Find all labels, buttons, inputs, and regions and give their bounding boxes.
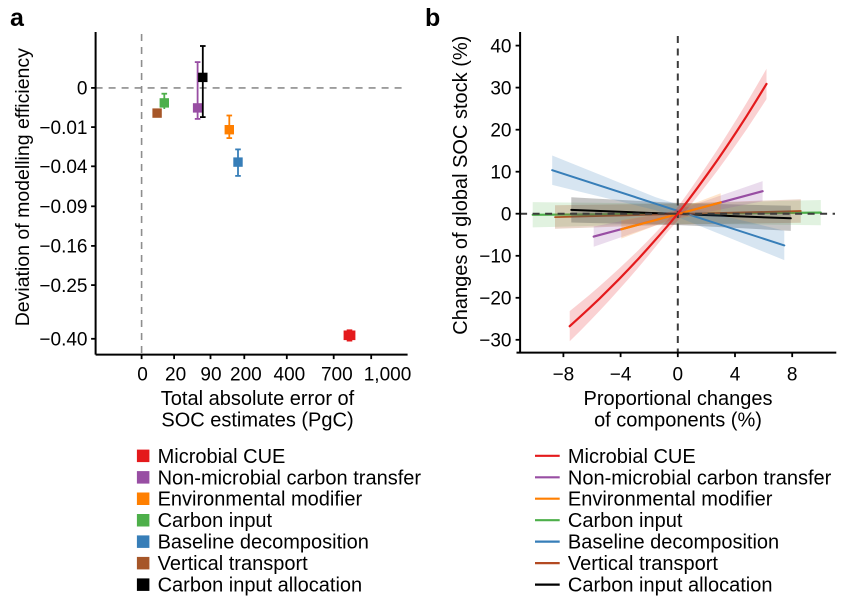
svg-text:Non-microbial carbon transfer: Non-microbial carbon transfer (568, 467, 832, 489)
svg-text:0: 0 (137, 365, 148, 386)
svg-text:1,000: 1,000 (364, 365, 412, 386)
svg-text:−0.09: −0.09 (39, 197, 87, 218)
svg-text:Proportional changes: Proportional changes (583, 388, 772, 410)
svg-text:−0.04: −0.04 (39, 157, 88, 178)
svg-text:Carbon input: Carbon input (158, 510, 273, 532)
svg-text:400: 400 (274, 365, 306, 386)
svg-text:Carbon input allocation: Carbon input allocation (158, 575, 363, 597)
svg-text:0: 0 (77, 79, 88, 100)
svg-text:Vertical transport: Vertical transport (568, 553, 719, 575)
svg-text:Changes of global SOC stock (%: Changes of global SOC stock (%) (450, 36, 472, 335)
svg-text:10: 10 (490, 163, 511, 184)
svg-text:SOC estimates (PgC): SOC estimates (PgC) (161, 409, 353, 431)
svg-text:4: 4 (730, 365, 741, 386)
svg-text:700: 700 (321, 365, 353, 386)
svg-text:Microbial CUE: Microbial CUE (568, 446, 696, 468)
svg-text:−4: −4 (610, 365, 632, 386)
svg-text:Non-microbial carbon transfer: Non-microbial carbon transfer (158, 467, 422, 489)
svg-text:−0.40: −0.40 (39, 330, 87, 351)
svg-text:200: 200 (230, 365, 262, 386)
svg-text:a: a (10, 4, 25, 32)
svg-text:20: 20 (165, 365, 186, 386)
svg-text:40: 40 (490, 36, 511, 57)
svg-text:20: 20 (490, 121, 511, 142)
svg-text:−30: −30 (479, 331, 511, 352)
svg-text:−20: −20 (479, 289, 511, 310)
svg-text:Environmental modifier: Environmental modifier (568, 489, 773, 511)
svg-text:90: 90 (200, 365, 221, 386)
svg-text:8: 8 (787, 365, 798, 386)
svg-text:Baseline decomposition: Baseline decomposition (568, 532, 779, 554)
svg-text:Environmental modifier: Environmental modifier (158, 489, 363, 511)
svg-text:Microbial CUE: Microbial CUE (158, 446, 286, 468)
svg-text:−8: −8 (553, 365, 575, 386)
svg-text:−10: −10 (479, 247, 511, 268)
svg-text:−0.25: −0.25 (39, 276, 87, 297)
svg-text:of components (%): of components (%) (594, 409, 762, 431)
svg-text:b: b (425, 4, 440, 32)
svg-text:0: 0 (673, 365, 684, 386)
svg-text:Vertical transport: Vertical transport (158, 553, 309, 575)
svg-text:Carbon input allocation: Carbon input allocation (568, 575, 773, 597)
svg-text:−0.01: −0.01 (39, 118, 87, 139)
svg-text:Total absolute error of: Total absolute error of (161, 388, 355, 410)
svg-text:Carbon input: Carbon input (568, 510, 683, 532)
svg-text:0: 0 (501, 205, 512, 226)
svg-text:Deviation of modelling efficie: Deviation of modelling efficiency (12, 48, 34, 326)
svg-text:−0.16: −0.16 (39, 237, 87, 258)
svg-text:30: 30 (490, 78, 511, 99)
svg-text:Baseline decomposition: Baseline decomposition (158, 532, 369, 554)
